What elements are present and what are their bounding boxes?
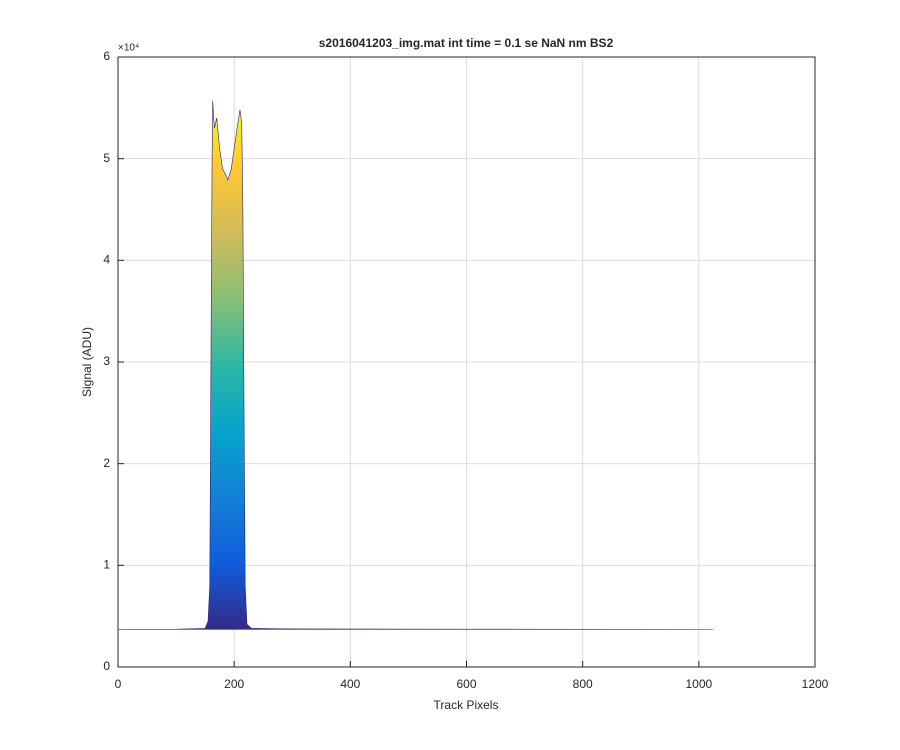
- y-tick-label: 3: [103, 354, 110, 368]
- x-tick-label: 400: [340, 677, 360, 691]
- signal-area: [118, 100, 713, 630]
- x-tick-label: 200: [224, 677, 244, 691]
- chart-title: s2016041203_img.mat int time = 0.1 se Na…: [319, 36, 614, 50]
- x-tick-label: 800: [573, 677, 593, 691]
- x-tick-label: 600: [456, 677, 476, 691]
- y-tick-label: 4: [103, 253, 110, 267]
- y-tick-label: 0: [103, 659, 110, 673]
- x-tick-label: 1200: [802, 677, 829, 691]
- y-exponent: ×10⁴: [118, 43, 139, 54]
- x-tick-label: 1000: [685, 677, 712, 691]
- x-tick-label: 0: [115, 677, 122, 691]
- x-axis-label: Track Pixels: [434, 698, 499, 712]
- y-tick-label: 2: [103, 456, 110, 470]
- y-tick-label: 5: [103, 151, 110, 165]
- y-tick-label: 6: [103, 49, 110, 63]
- y-axis-label: Signal (ADU): [80, 327, 94, 397]
- y-tick-label: 1: [103, 558, 110, 572]
